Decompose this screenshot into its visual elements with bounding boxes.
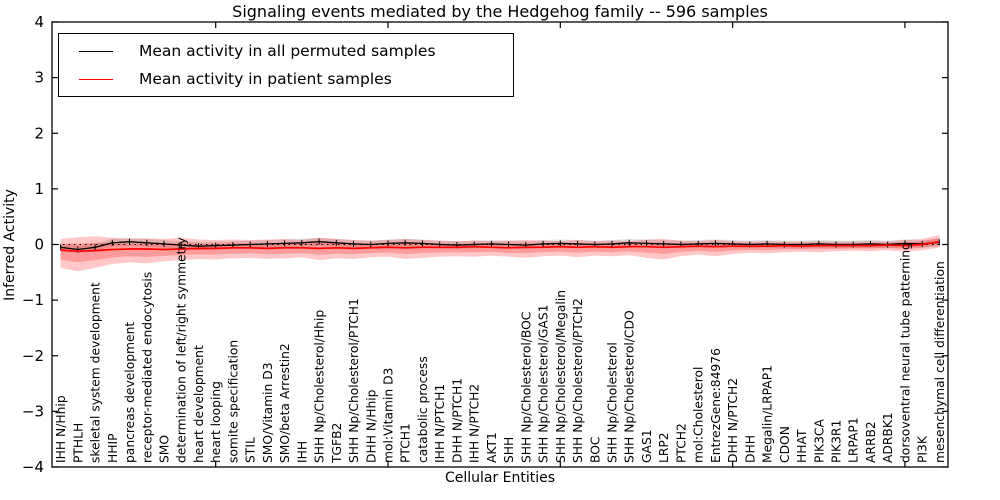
x-tick-label: skeletal system development <box>89 282 103 463</box>
y-tick-label: −2 <box>22 347 44 365</box>
x-tick-label: CDON <box>778 426 792 463</box>
x-tick-label: mesenchymal cell differentiation <box>933 261 947 463</box>
x-tick-label: SHH Np/Cholesterol/PTCH2 <box>571 298 585 463</box>
x-tick-label: ARRB2 <box>864 421 878 463</box>
permuted-samples-range-band <box>60 237 940 254</box>
x-tick-label: SHH <box>502 437 516 463</box>
x-tick-label: somite specification <box>226 340 240 463</box>
x-tick-label: LRPAP1 <box>847 417 861 463</box>
x-tick-label: heart looping <box>209 381 223 463</box>
x-tick-label: EntrezGene:84976 <box>709 348 723 463</box>
x-tick-label: heart development <box>192 345 206 463</box>
x-tick-label: DHH N/PTCH2 <box>726 378 740 463</box>
x-tick-label: TGFB2 <box>330 423 344 464</box>
legend-line-sample-black <box>79 50 113 52</box>
y-tick-label: 2 <box>34 124 44 142</box>
y-tick-label: 0 <box>34 236 44 254</box>
x-tick-label: SHH Np/Cholesterol/CDO <box>623 310 637 463</box>
legend-label: Mean activity in all permuted samples <box>139 42 436 60</box>
axes-frame <box>51 21 949 468</box>
x-tick-label: DHH <box>743 435 757 463</box>
legend-label: Mean activity in patient samples <box>139 70 392 88</box>
x-tick-label: mol:Vitamin D3 <box>382 368 396 463</box>
x-tick-label: AKT1 <box>485 432 499 463</box>
legend-box: Mean activity in all permuted samples Me… <box>58 33 514 97</box>
legend-entry-permuted: Mean activity in all permuted samples <box>59 38 513 64</box>
y-tick-label: 1 <box>34 180 44 198</box>
x-tick-label: PIK3CA <box>812 418 826 463</box>
x-tick-label: DHH N/PTCH1 <box>450 378 464 463</box>
x-tick-label: PTCH2 <box>674 423 688 463</box>
x-tick-label: SHH Np/Cholesterol/PTCH1 <box>347 298 361 463</box>
x-tick-label: DHH N/Hhip <box>364 389 378 463</box>
x-tick-label: GAS1 <box>640 429 654 463</box>
x-tick-label: PTHLH <box>71 423 85 463</box>
y-tick-label: 4 <box>34 13 44 31</box>
x-tick-label: SHH Np/Cholesterol/Hhip <box>313 310 327 463</box>
x-tick-label: mol:Cholesterol <box>692 367 706 463</box>
x-tick-label: IHH <box>295 441 309 463</box>
x-tick-label: SHH Np/Cholesterol/Megalin <box>554 290 568 463</box>
x-tick-label: ADRBK1 <box>881 412 895 463</box>
x-tick-label: SMO/beta Arrestin2 <box>278 343 292 463</box>
y-tick-label: 3 <box>34 69 44 87</box>
y-tick-label: −3 <box>22 402 44 420</box>
x-tick-label: receptor-mediated endocytosis <box>140 272 154 463</box>
x-tick-label: SMO/Vitamin D3 <box>261 362 275 463</box>
x-tick-label: PIK3R1 <box>830 420 844 463</box>
x-tick-label: pancreas development <box>123 322 137 463</box>
x-tick-label: catabolic process <box>416 356 430 463</box>
x-tick-label: STIL <box>244 437 258 463</box>
legend-line-sample-red <box>79 78 113 80</box>
x-tick-label: SHH Np/Cholesterol/BOC <box>519 312 533 463</box>
x-tick-label: SHH Np/Cholesterol <box>606 342 620 463</box>
x-tick-label: BOC <box>588 437 602 464</box>
x-tick-label: IHH N/Hhip <box>54 395 68 463</box>
x-tick-label: SMO <box>158 435 172 463</box>
chart-title: Signaling events mediated by the Hedgeho… <box>232 2 768 21</box>
y-axis-label: Inferred Activity <box>2 189 18 301</box>
x-tick-label: dorsoventral neural tube patterning <box>898 242 912 463</box>
y-tick-label: −4 <box>22 458 44 476</box>
x-tick-label: HHAT <box>795 429 809 463</box>
x-tick-label: LRP2 <box>657 432 671 463</box>
x-tick-label: IHH N/PTCH1 <box>433 384 447 463</box>
x-tick-label: determination of left/right symmetry <box>175 237 189 463</box>
y-tick-label: −1 <box>22 291 44 309</box>
legend-entry-patient: Mean activity in patient samples <box>59 66 513 92</box>
mean-permuted-line <box>60 241 940 251</box>
x-tick-label: SHH Np/Cholesterol/GAS1 <box>537 305 551 463</box>
x-tick-label: HHIP <box>106 433 120 463</box>
x-tick-label: IHH N/PTCH2 <box>468 384 482 463</box>
mean-patient-line <box>60 240 940 253</box>
x-axis-label: Cellular Entities <box>444 470 556 486</box>
x-tick-label: PTCH1 <box>399 423 413 463</box>
x-tick-label: Megalin/LRPAP1 <box>761 365 775 463</box>
x-tick-label: PI3K <box>916 435 930 463</box>
